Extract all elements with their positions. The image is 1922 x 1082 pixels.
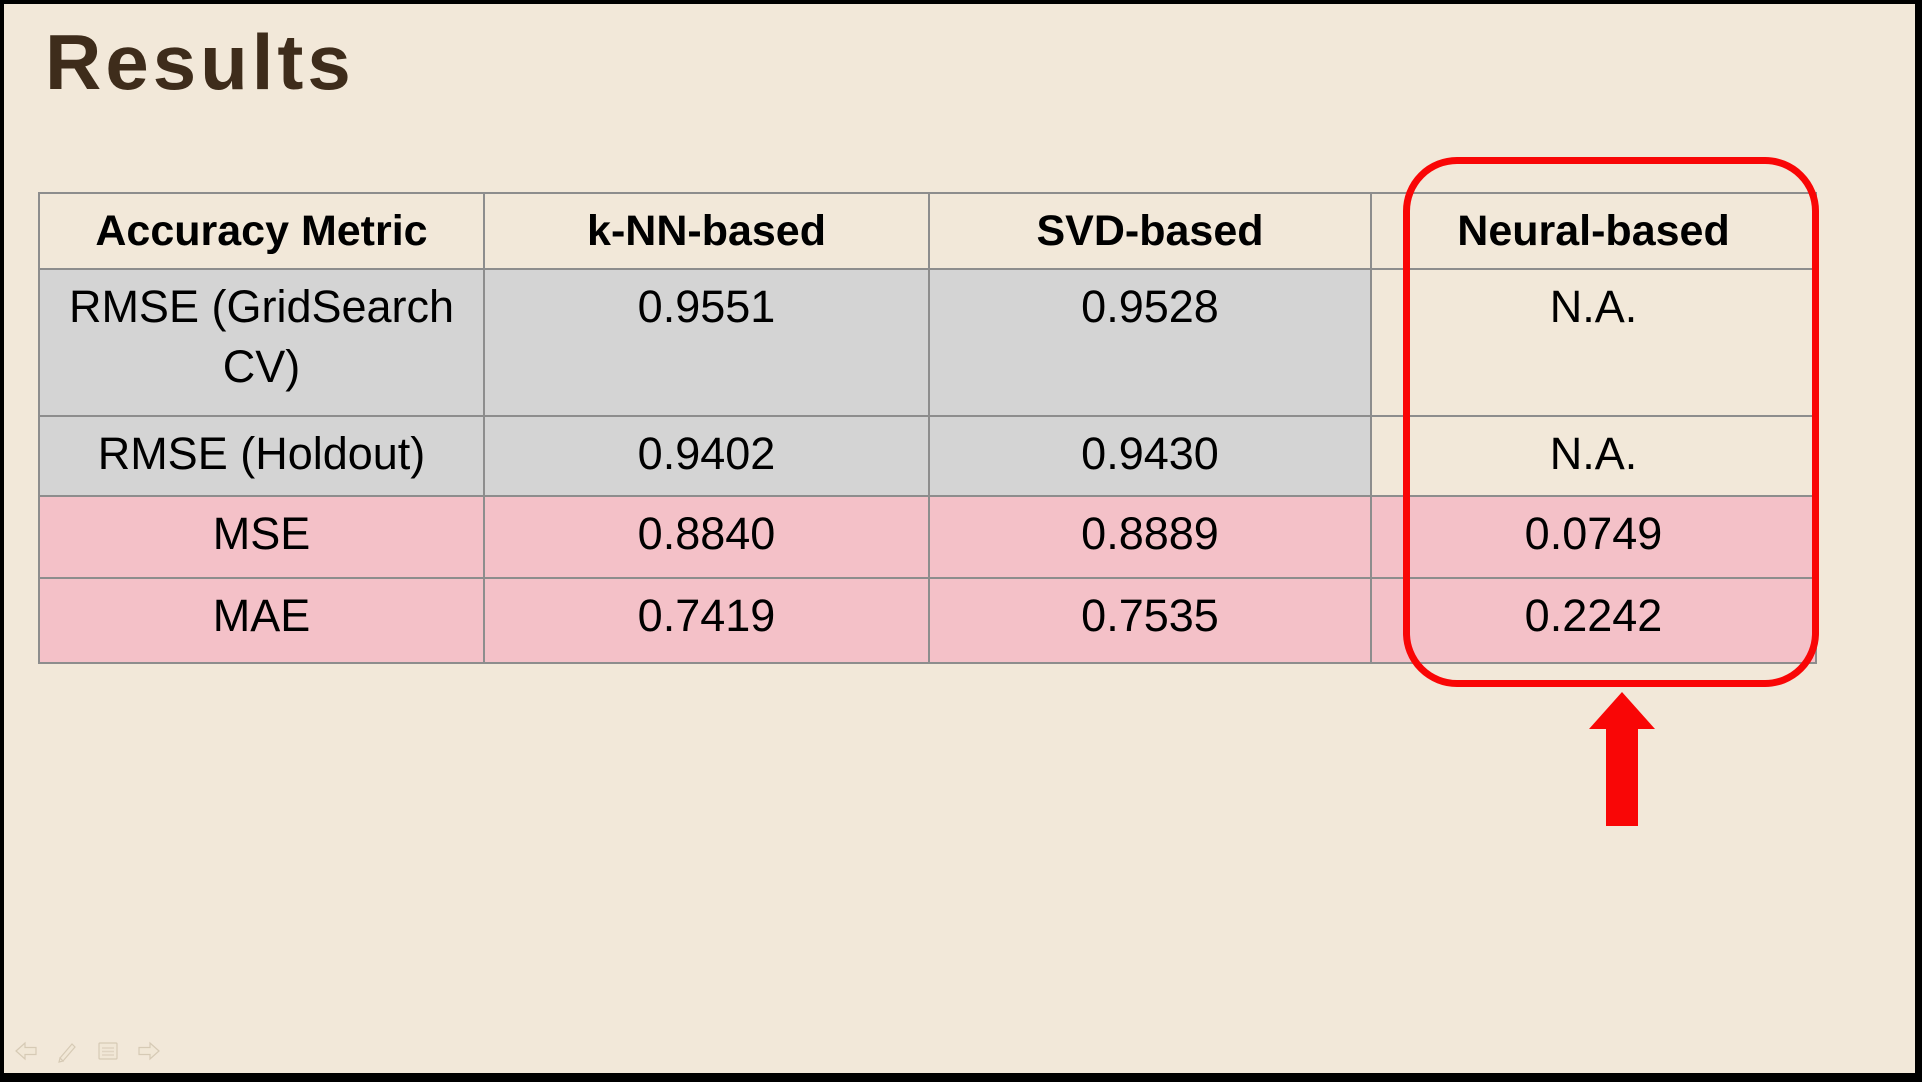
value-cell: 0.8840 [483,495,930,579]
up-arrow-icon [1589,692,1655,826]
menu-icon[interactable] [95,1038,121,1064]
next-slide-icon[interactable] [136,1038,162,1064]
column-header-knn-based: k-NN-based [483,192,930,270]
page-title: Results [45,18,355,106]
table-header-row: Accuracy Metric k-NN-based SVD-based Neu… [38,192,1817,270]
slideshow-toolbar [13,1038,162,1064]
value-cell: 0.7419 [483,577,930,664]
results-table: Accuracy Metric k-NN-based SVD-based Neu… [38,192,1817,664]
table-row: RMSE (Holdout) 0.9402 0.9430 N.A. [38,415,1817,497]
previous-slide-icon[interactable] [13,1038,39,1064]
table-row: MSE 0.8840 0.8889 0.0749 [38,495,1817,579]
pen-icon[interactable] [54,1038,80,1064]
value-cell: 0.9551 [483,268,930,417]
column-header-accuracy-metric: Accuracy Metric [38,192,485,270]
table-row: MAE 0.7419 0.7535 0.2242 [38,577,1817,664]
value-cell: N.A. [1370,415,1817,497]
value-cell: 0.9430 [928,415,1372,497]
value-cell: N.A. [1370,268,1817,417]
value-cell: 0.7535 [928,577,1372,664]
value-cell: 0.9528 [928,268,1372,417]
value-cell: 0.0749 [1370,495,1817,579]
column-header-neural-based: Neural-based [1370,192,1817,270]
column-header-svd-based: SVD-based [928,192,1372,270]
table-row: RMSE (GridSearch CV) 0.9551 0.9528 N.A. [38,268,1817,417]
metric-cell: MSE [38,495,485,579]
value-cell: 0.2242 [1370,577,1817,664]
metric-cell: RMSE (Holdout) [38,415,485,497]
value-cell: 0.8889 [928,495,1372,579]
metric-cell: RMSE (GridSearch CV) [38,268,485,417]
metric-cell: MAE [38,577,485,664]
value-cell: 0.9402 [483,415,930,497]
